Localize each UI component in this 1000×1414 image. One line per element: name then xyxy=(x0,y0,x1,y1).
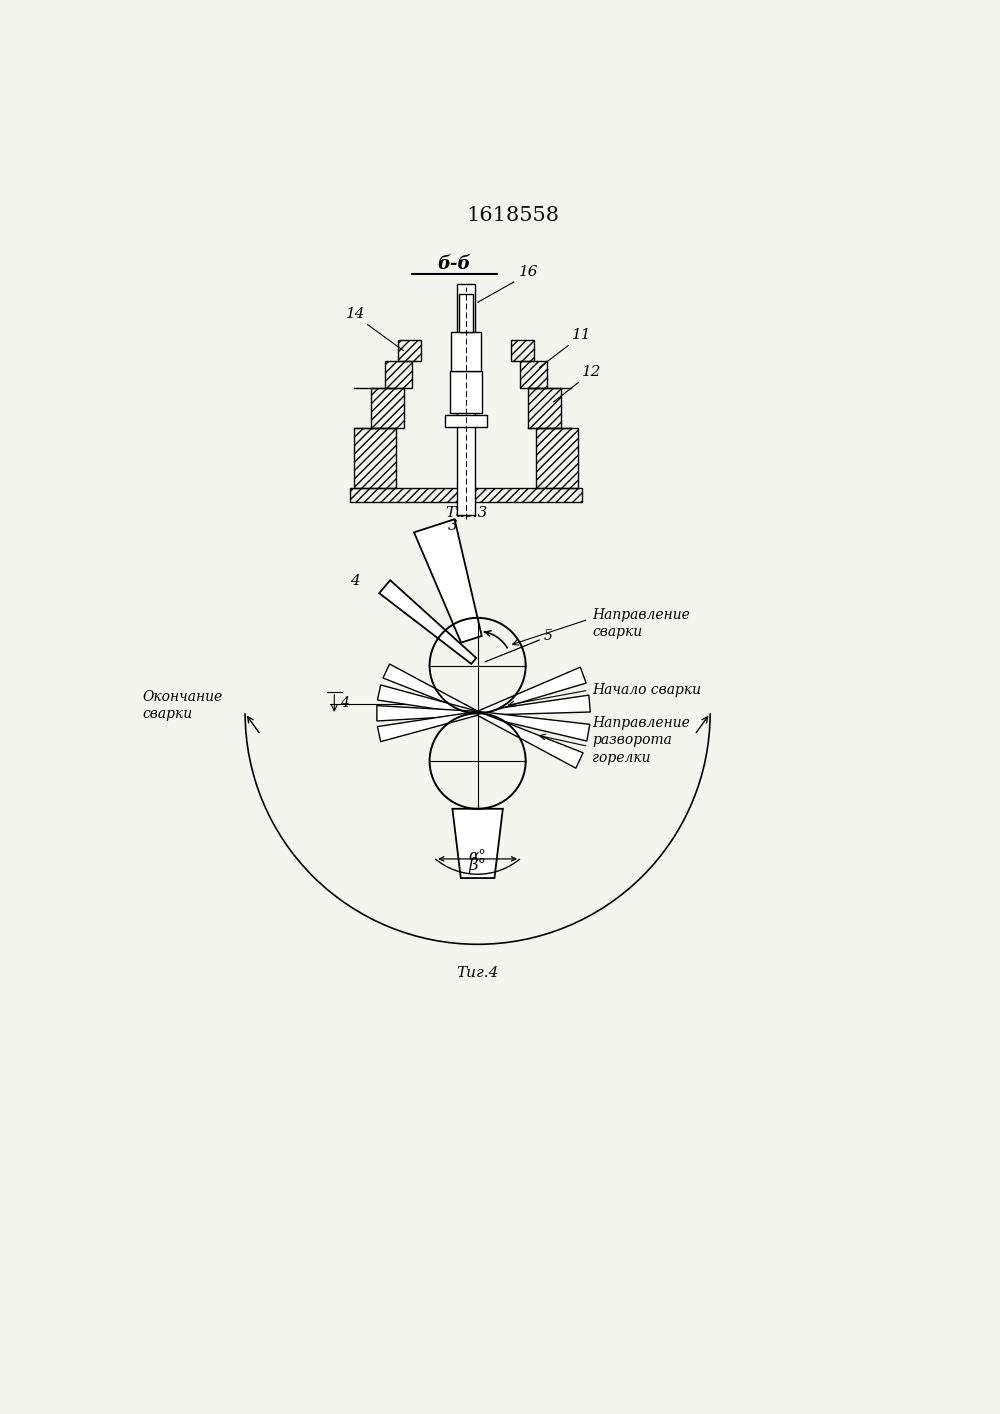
Polygon shape xyxy=(452,809,503,878)
Bar xyxy=(385,362,412,389)
Text: 14: 14 xyxy=(346,307,365,321)
Polygon shape xyxy=(477,711,590,741)
Polygon shape xyxy=(377,711,478,742)
Polygon shape xyxy=(377,706,478,721)
Bar xyxy=(354,428,396,488)
Text: Τиг.3: Τиг.3 xyxy=(445,506,487,520)
Polygon shape xyxy=(379,580,476,665)
Polygon shape xyxy=(383,665,478,715)
Text: 3: 3 xyxy=(448,519,458,533)
Polygon shape xyxy=(477,711,583,768)
Bar xyxy=(445,414,487,427)
Text: 12: 12 xyxy=(582,365,602,379)
Text: Направление
разворота
горелки: Направление разворота горелки xyxy=(592,715,690,765)
Text: 5: 5 xyxy=(544,629,553,643)
Bar xyxy=(451,332,481,370)
Polygon shape xyxy=(477,696,590,715)
Text: 16: 16 xyxy=(519,264,538,279)
Text: 4: 4 xyxy=(350,574,360,588)
Bar xyxy=(371,389,404,428)
Text: Τиг.4: Τиг.4 xyxy=(456,966,499,980)
Text: Начало сварки: Начало сварки xyxy=(592,683,701,697)
Bar xyxy=(457,284,475,516)
Bar xyxy=(520,362,547,389)
Bar xyxy=(450,370,482,413)
Polygon shape xyxy=(414,519,482,642)
Text: Окончание
сварки: Окончание сварки xyxy=(142,690,222,721)
Text: Направление
сварки: Направление сварки xyxy=(592,608,690,639)
Bar xyxy=(511,339,534,362)
Bar xyxy=(536,428,578,488)
Text: α°: α° xyxy=(469,850,487,864)
Polygon shape xyxy=(377,684,478,715)
Text: 11: 11 xyxy=(572,328,592,342)
Text: β°: β° xyxy=(469,857,487,874)
Bar xyxy=(398,339,421,362)
Bar xyxy=(528,389,561,428)
Bar xyxy=(350,488,582,502)
Text: 4: 4 xyxy=(340,696,349,710)
Text: б-б: б-б xyxy=(438,255,471,273)
Text: 1618558: 1618558 xyxy=(466,205,559,225)
Polygon shape xyxy=(477,667,586,715)
Bar xyxy=(459,294,473,332)
